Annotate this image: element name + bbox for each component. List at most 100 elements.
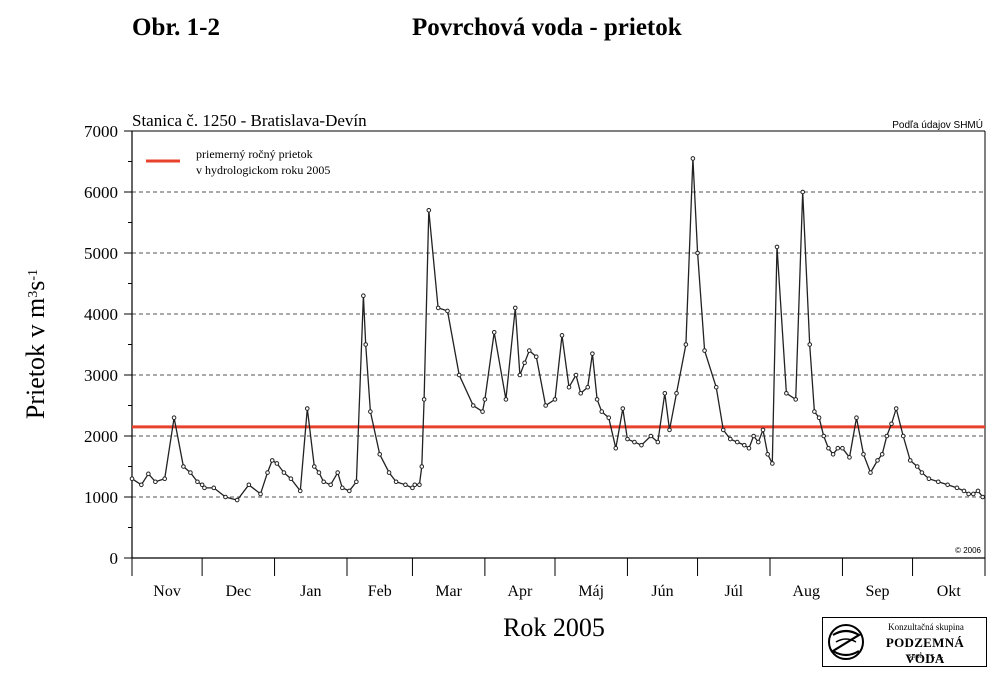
data-point xyxy=(269,458,275,463)
y-tick-label: 0 xyxy=(110,549,119,568)
discharge-series-line xyxy=(131,158,984,501)
data-point xyxy=(784,391,789,396)
data-point xyxy=(412,482,418,488)
data-point xyxy=(146,471,151,477)
data-point xyxy=(741,442,747,448)
data-point xyxy=(594,397,600,402)
x-tick-label-Máj: Máj xyxy=(578,583,604,600)
x-tick-label-Jún: Jún xyxy=(651,583,673,600)
data-point xyxy=(599,409,605,414)
data-point xyxy=(590,351,595,356)
figure-number: Obr. 1-2 xyxy=(132,14,220,41)
data-point xyxy=(606,415,612,421)
figure-title: Povrchová voda - prietok xyxy=(412,14,682,41)
data-point xyxy=(265,470,270,475)
data-point xyxy=(426,208,432,213)
x-tick-label-Apr: Apr xyxy=(507,583,533,600)
data-point xyxy=(573,372,579,378)
data-point xyxy=(512,305,518,311)
data-point xyxy=(223,494,228,500)
data-point xyxy=(770,461,775,466)
data-point xyxy=(793,397,799,402)
data-point xyxy=(919,470,925,475)
data-point xyxy=(751,433,756,439)
data-point xyxy=(335,470,340,475)
data-point xyxy=(713,384,719,390)
data-point xyxy=(311,464,317,469)
data-point xyxy=(800,189,806,195)
data-point xyxy=(821,433,827,439)
data-point xyxy=(613,445,619,451)
data-point xyxy=(417,482,422,488)
data-point xyxy=(683,342,689,347)
data-point xyxy=(419,464,425,469)
y-axis-label-mid: s xyxy=(21,281,50,291)
data-point xyxy=(914,464,920,469)
data-point xyxy=(889,421,894,427)
data-point xyxy=(980,494,985,500)
logo-line-1: Konzultačná skupina xyxy=(888,622,964,632)
data-point xyxy=(181,464,186,469)
data-point xyxy=(667,427,672,433)
data-point xyxy=(202,485,207,491)
data-point xyxy=(199,482,205,488)
data-point xyxy=(720,427,726,433)
copyright-note: © 2006 xyxy=(955,546,981,555)
data-point xyxy=(578,391,584,396)
data-point xyxy=(304,406,310,411)
company-logo-icon xyxy=(828,624,864,660)
data-point xyxy=(321,479,326,485)
data-point xyxy=(246,482,252,488)
data-point xyxy=(171,415,177,421)
data-point xyxy=(648,433,654,439)
data-point xyxy=(491,330,497,335)
data-point xyxy=(503,397,509,402)
y-axis-label: Prietok v m3s-1 xyxy=(21,269,50,419)
data-point xyxy=(288,476,294,482)
data-point xyxy=(756,439,761,445)
data-point xyxy=(655,439,661,445)
data-point xyxy=(875,458,880,463)
data-point xyxy=(926,476,932,482)
data-point xyxy=(403,482,408,488)
data-point xyxy=(620,406,626,411)
data-point xyxy=(435,305,441,311)
x-tick-label-Júl: Júl xyxy=(724,583,743,600)
data-point xyxy=(847,455,852,460)
data-point xyxy=(445,308,450,314)
data-point xyxy=(258,491,263,497)
data-point xyxy=(861,452,866,457)
data-point xyxy=(377,452,383,457)
logo-line-2: PODZEMNÁ VODA xyxy=(885,635,965,666)
data-point xyxy=(727,436,733,442)
data-point xyxy=(386,470,392,475)
x-tick-label-Mar: Mar xyxy=(435,583,462,600)
data-point xyxy=(552,397,558,402)
data-point xyxy=(543,403,548,408)
x-tick-label-Feb: Feb xyxy=(368,583,392,600)
data-point xyxy=(734,439,740,445)
x-tick-label-Jan: Jan xyxy=(300,583,321,600)
data-point xyxy=(480,409,485,414)
x-axis-label: Rok 2005 xyxy=(503,613,605,642)
data-point xyxy=(695,250,700,256)
data-point xyxy=(281,470,287,475)
data-point xyxy=(639,442,644,448)
data-point xyxy=(585,384,591,390)
data-point xyxy=(188,470,193,475)
data-point xyxy=(517,372,523,378)
data-point xyxy=(954,485,960,491)
data-point xyxy=(935,479,941,485)
data-point xyxy=(559,333,565,338)
data-point xyxy=(674,391,679,396)
data-point xyxy=(900,433,906,439)
data-point xyxy=(625,436,630,442)
data-point xyxy=(153,479,158,485)
data-point xyxy=(662,391,668,396)
data-point xyxy=(410,485,415,491)
data-point xyxy=(361,293,366,299)
data-point xyxy=(347,488,352,494)
data-point xyxy=(746,445,752,451)
y-axis-label-sup1: 3 xyxy=(26,291,41,298)
